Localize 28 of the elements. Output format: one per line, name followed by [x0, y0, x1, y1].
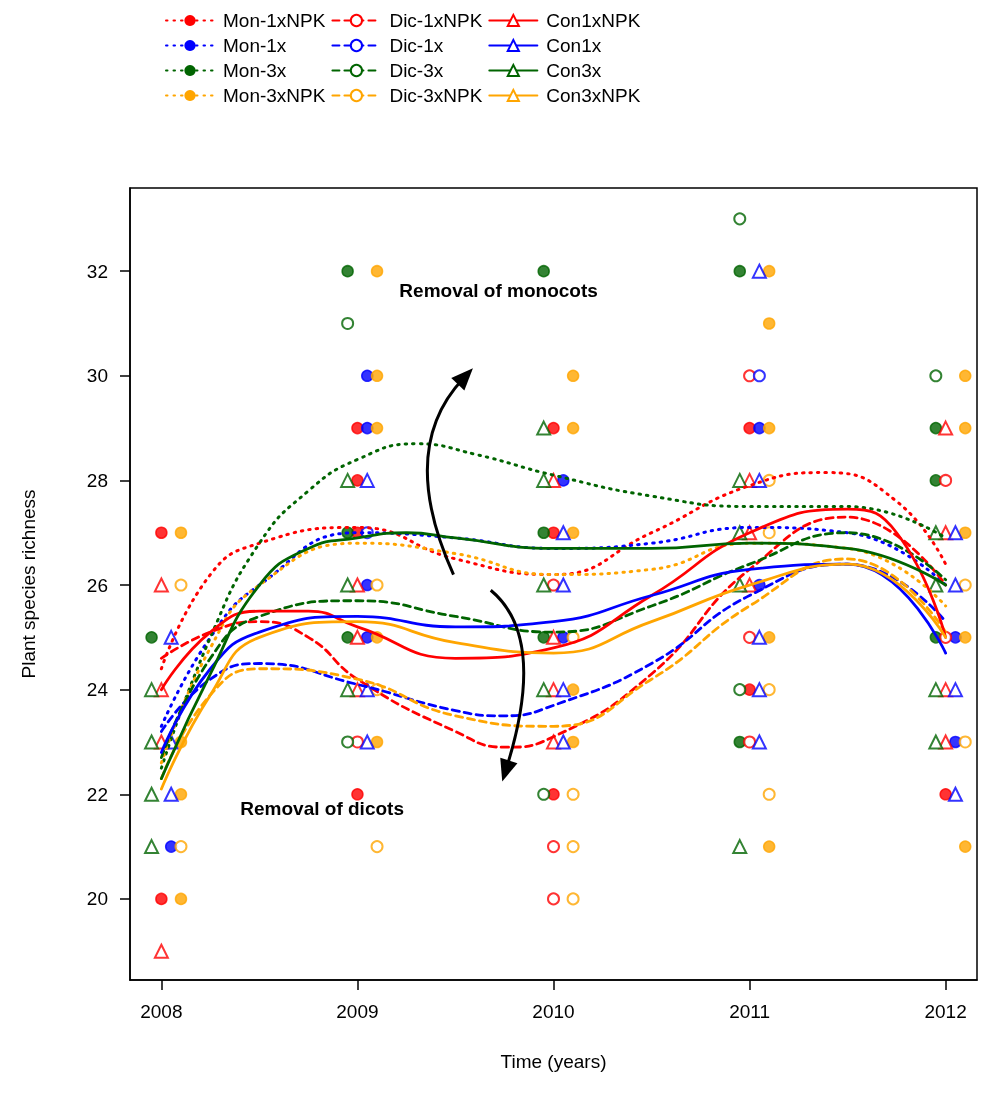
y-tick-label: 20	[86, 888, 108, 910]
y-tick-label: 32	[86, 260, 108, 282]
legend-label: Con3xNPK	[546, 85, 641, 106]
annotation: Removal of dicots	[240, 798, 404, 820]
x-tick-label: 2010	[532, 1001, 575, 1022]
legend-label: Mon-1x	[223, 35, 287, 56]
legend-label: Con1xNPK	[546, 10, 641, 31]
x-axis-title: Time (years)	[500, 1051, 607, 1072]
y-tick-label: 22	[86, 783, 108, 805]
y-tick-label: 28	[86, 469, 108, 491]
legend-label: Dic-3x	[389, 60, 444, 81]
legend-label: Con3x	[546, 60, 602, 81]
x-tick-label: 2008	[140, 1001, 183, 1022]
x-tick-label: 2011	[729, 1001, 770, 1022]
y-tick-label: 24	[86, 679, 109, 701]
legend-label: Con1x	[546, 35, 602, 56]
legend-label: Dic-1xNPK	[389, 10, 483, 31]
y-axis-title: Plant species richness	[18, 489, 39, 679]
legend-label: Mon-3xNPK	[223, 85, 326, 106]
y-tick-label: 26	[86, 574, 108, 596]
legend-label: Dic-1x	[389, 35, 444, 56]
x-tick-label: 2012	[924, 1001, 967, 1022]
legend-label: Mon-3x	[223, 60, 287, 81]
x-tick-label: 2009	[336, 1001, 379, 1022]
annotation: Removal of monocots	[399, 279, 598, 301]
legend-label: Mon-1xNPK	[223, 10, 326, 31]
y-tick-label: 30	[86, 365, 108, 387]
legend-label: Dic-3xNPK	[389, 85, 483, 106]
